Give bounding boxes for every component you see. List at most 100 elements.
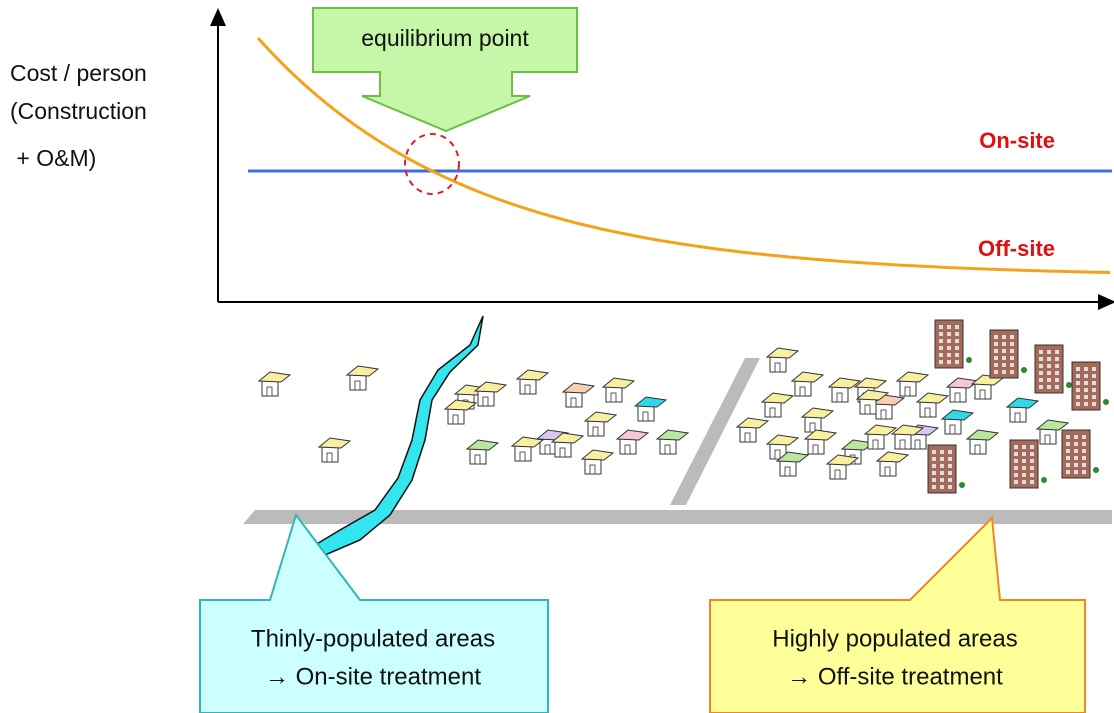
house-roof xyxy=(965,429,1000,441)
window xyxy=(1030,452,1034,456)
window xyxy=(940,485,944,489)
house-door xyxy=(979,389,986,400)
window xyxy=(1076,402,1080,406)
house-roof xyxy=(875,451,910,463)
house-door xyxy=(624,444,631,455)
road xyxy=(670,358,760,505)
window xyxy=(994,356,998,360)
landscape xyxy=(243,315,1112,556)
window xyxy=(1002,349,1006,353)
window xyxy=(1092,388,1096,392)
house-roof xyxy=(915,392,950,404)
equilibrium-callout xyxy=(312,7,578,133)
house-door xyxy=(872,439,879,450)
window xyxy=(1092,402,1096,406)
road xyxy=(243,510,1112,524)
window xyxy=(1082,456,1086,460)
window xyxy=(1074,470,1078,474)
window xyxy=(940,471,944,475)
house-roof xyxy=(735,417,770,429)
window xyxy=(1082,442,1086,446)
house-roof xyxy=(580,449,615,461)
window xyxy=(939,325,943,329)
window xyxy=(955,332,959,336)
house-roof xyxy=(940,409,975,421)
window xyxy=(948,457,952,461)
window xyxy=(1074,449,1078,453)
window xyxy=(1092,367,1096,371)
house-door xyxy=(559,447,566,458)
house-roof xyxy=(853,377,888,389)
house-door xyxy=(774,449,781,460)
window xyxy=(1039,385,1043,389)
house-door xyxy=(784,466,791,477)
window xyxy=(940,457,944,461)
house-roof xyxy=(633,396,668,408)
window xyxy=(1047,364,1051,368)
house-roof xyxy=(863,424,898,436)
window xyxy=(1047,357,1051,361)
house-roof xyxy=(561,382,596,394)
window xyxy=(1010,363,1014,367)
equilibrium-label: equilibrium point xyxy=(361,25,529,51)
window xyxy=(948,478,952,482)
window xyxy=(1084,367,1088,371)
house-door xyxy=(354,380,361,391)
window xyxy=(994,335,998,339)
house-door xyxy=(570,397,577,408)
window xyxy=(932,471,936,475)
window xyxy=(1084,381,1088,385)
window xyxy=(1066,442,1070,446)
window xyxy=(1010,370,1014,374)
window xyxy=(1002,363,1006,367)
house-roof xyxy=(443,399,478,411)
window xyxy=(1022,445,1026,449)
axis-label: + O&M) xyxy=(10,145,96,171)
window xyxy=(1002,342,1006,346)
window xyxy=(994,370,998,374)
window xyxy=(1030,459,1034,463)
house-roof xyxy=(345,365,380,377)
window xyxy=(1084,402,1088,406)
window xyxy=(1074,456,1078,460)
house-roof xyxy=(465,439,500,451)
window xyxy=(994,342,998,346)
house-door xyxy=(914,439,921,450)
house-roof xyxy=(615,429,650,441)
window xyxy=(1022,459,1026,463)
house-door xyxy=(799,386,806,397)
window xyxy=(1010,335,1014,339)
window xyxy=(1014,459,1018,463)
window xyxy=(1092,374,1096,378)
house-door xyxy=(266,386,273,397)
house-roof xyxy=(1005,397,1040,409)
window xyxy=(1082,435,1086,439)
window xyxy=(1076,395,1080,399)
window xyxy=(1002,356,1006,360)
window xyxy=(1010,356,1014,360)
house-door xyxy=(452,414,459,425)
house-door xyxy=(1044,434,1051,445)
house-door xyxy=(482,396,489,407)
house-roof xyxy=(827,377,862,389)
window xyxy=(932,464,936,468)
window xyxy=(940,450,944,454)
thin-callout xyxy=(199,512,549,713)
window xyxy=(1030,445,1034,449)
house-door xyxy=(954,392,961,403)
callout-text: → Off-site treatment xyxy=(787,663,1003,690)
window xyxy=(947,332,951,336)
window xyxy=(1055,364,1059,368)
window xyxy=(1055,378,1059,382)
callout-text: Highly populated areas xyxy=(772,625,1018,652)
window xyxy=(940,478,944,482)
house-roof xyxy=(510,436,545,448)
window xyxy=(1074,463,1078,467)
house-roof xyxy=(257,371,292,383)
house-door xyxy=(544,444,551,455)
house-roof xyxy=(765,347,800,359)
window xyxy=(1066,463,1070,467)
window xyxy=(955,360,959,364)
window xyxy=(1047,371,1051,375)
tree xyxy=(959,482,965,488)
